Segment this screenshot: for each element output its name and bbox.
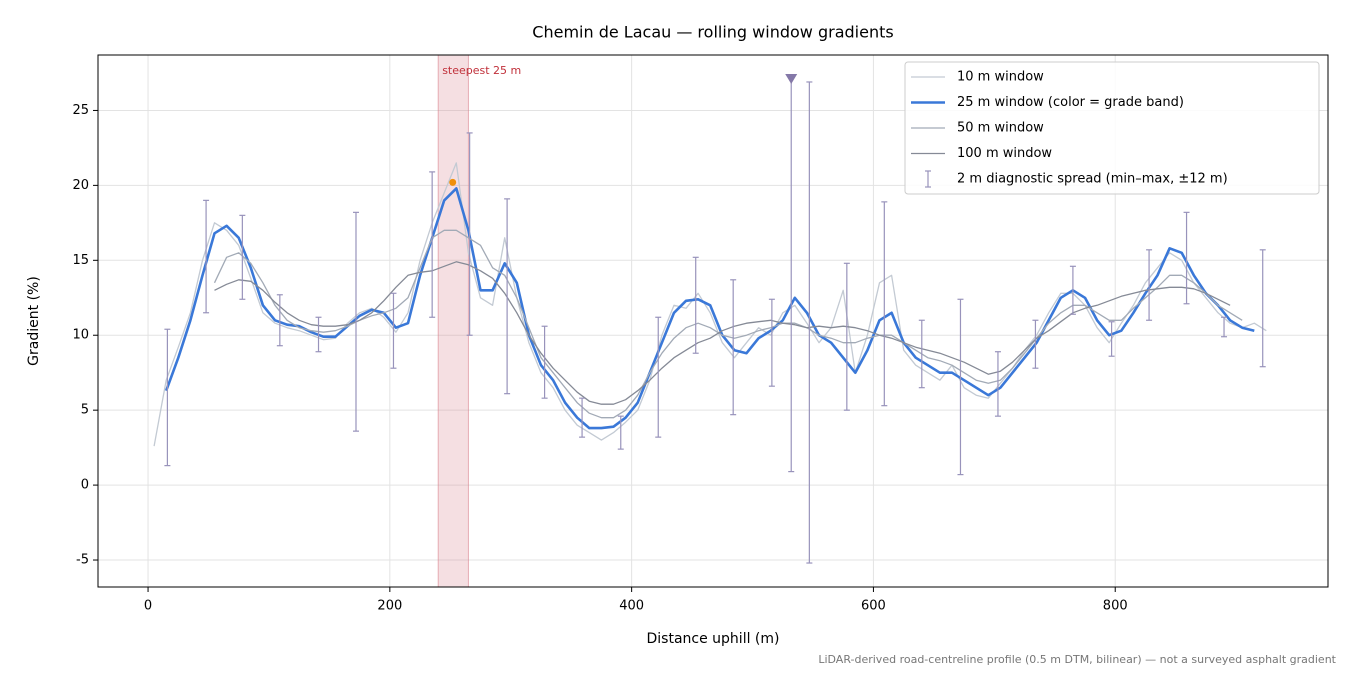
y-tick-label: 25: [72, 103, 89, 118]
footnote: LiDAR-derived road-centreline profile (0…: [818, 653, 1336, 666]
error-bar: [1146, 249, 1153, 321]
error-bar: [1183, 211, 1190, 305]
error-bar: [466, 132, 473, 336]
highlight-label: steepest 25 m: [442, 64, 521, 77]
series-line: [213, 229, 1243, 419]
error-bar: [994, 351, 1001, 417]
y-tick-label: 20: [72, 178, 89, 193]
error-bar: [1069, 265, 1076, 315]
error-bar: [768, 298, 775, 387]
x-tick-label: 0: [144, 599, 152, 614]
series-line: [164, 187, 1255, 430]
error-bar: [655, 316, 662, 438]
y-tick-label: 5: [81, 403, 89, 418]
error-bar: [504, 198, 511, 395]
error-bar: [352, 211, 359, 432]
x-tick-label: 600: [861, 599, 886, 614]
plot-frame: [97, 54, 1329, 588]
error-bar: [1032, 319, 1039, 369]
x-tick-label: 200: [377, 599, 402, 614]
x-axis-label: Distance uphill (m): [647, 631, 780, 647]
y-axis-label: Gradient (%): [26, 276, 42, 366]
error-bar: [806, 81, 813, 564]
error-bar: [390, 292, 397, 369]
error-bar: [843, 262, 850, 411]
legend-box: [904, 61, 1320, 195]
error-bar: [1259, 249, 1266, 368]
error-bar: [957, 298, 964, 476]
legend-label: 50 m window: [957, 121, 1044, 136]
y-tick-label: 10: [72, 328, 89, 343]
legend: 10 m window 25 m window (color = grade ba…: [904, 61, 1320, 195]
error-bar: [1221, 316, 1228, 338]
error-bar: [315, 316, 322, 353]
x-tick-label: 800: [1103, 599, 1128, 614]
series-line: [214, 261, 1231, 405]
error-bar: [429, 171, 436, 318]
error-bar: [1108, 321, 1115, 357]
error-bar: [617, 415, 624, 450]
error-bar: [918, 319, 925, 389]
peak-marker: [449, 178, 457, 186]
error-bar: [730, 279, 737, 416]
error-bar: [541, 325, 548, 399]
y-tick-label: -5: [76, 553, 89, 568]
chart-title: Chemin de Lacau — rolling window gradien…: [532, 23, 893, 42]
legend-label: 10 m window: [957, 70, 1044, 85]
error-bar: [276, 294, 283, 347]
y-tick-label: 0: [81, 478, 89, 493]
error-bar: [579, 397, 586, 438]
legend-label: 25 m window (color = grade band): [957, 95, 1184, 110]
y-tick-label: 15: [72, 253, 89, 268]
highlight-span: [437, 55, 469, 587]
error-bar: [785, 74, 798, 473]
error-bar: [692, 256, 699, 354]
legend-label: 100 m window: [957, 146, 1052, 161]
error-bar: [164, 328, 171, 467]
out-of-range-marker: [785, 74, 798, 84]
x-tick-label: 400: [619, 599, 644, 614]
error-bar: [881, 201, 888, 407]
error-bar: [203, 199, 210, 314]
legend-label: 2 m diagnostic spread (min–max, ±12 m): [957, 172, 1228, 187]
error-bar: [239, 214, 246, 300]
